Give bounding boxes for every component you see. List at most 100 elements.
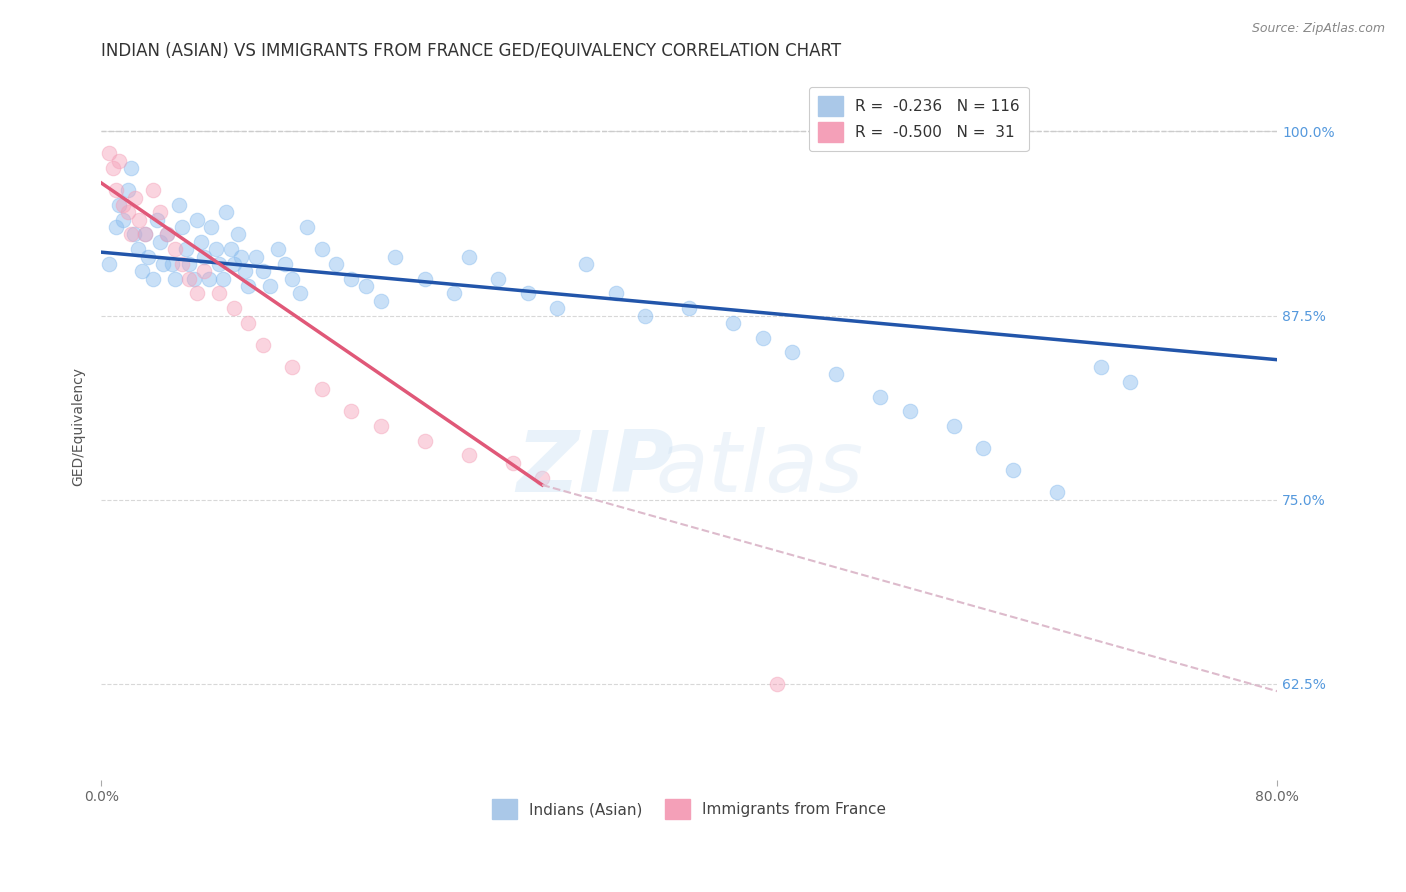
Point (443, 286, 465, 301)
Point (186, 286, 208, 301)
Point (354, 279, 377, 293)
Point (384, 250, 406, 264)
Point (370, 293, 392, 308)
Point (259, 279, 281, 293)
Point (266, 242, 288, 256)
Point (766, 677, 789, 691)
Point (413, 434, 436, 448)
Point (222, 257, 245, 271)
Point (972, 441, 994, 455)
Point (825, 368, 848, 382)
Point (212, 271, 235, 285)
Point (149, 235, 172, 249)
Point (634, 309, 657, 323)
Point (208, 286, 231, 301)
Point (311, 242, 333, 256)
Point (942, 419, 965, 434)
Point (108, 198, 131, 212)
Text: Source: ZipAtlas.com: Source: ZipAtlas.com (1251, 22, 1385, 36)
Point (112, 198, 135, 212)
Point (252, 264, 274, 278)
Text: INDIAN (ASIAN) VS IMMIGRANTS FROM FRANCE GED/EQUIVALENCY CORRELATION CHART: INDIAN (ASIAN) VS IMMIGRANTS FROM FRANCE… (101, 42, 841, 60)
Point (325, 257, 347, 271)
Point (869, 390, 891, 404)
Point (200, 220, 222, 235)
Point (413, 271, 436, 285)
Point (193, 264, 215, 278)
Point (502, 456, 524, 470)
Point (136, 250, 159, 264)
Y-axis label: GED/Equivalency: GED/Equivalency (72, 367, 86, 485)
Point (170, 257, 193, 271)
Point (229, 250, 252, 264)
Point (134, 227, 156, 242)
Point (238, 279, 260, 293)
Point (215, 205, 238, 219)
Point (486, 271, 509, 285)
Point (101, 161, 124, 176)
Point (1001, 463, 1024, 477)
Point (233, 264, 256, 278)
Point (149, 205, 172, 219)
Point (1046, 485, 1069, 500)
Point (97, 146, 120, 161)
Point (457, 250, 479, 264)
Point (370, 419, 392, 434)
Point (117, 205, 139, 219)
Point (281, 360, 304, 375)
Point (112, 212, 135, 227)
Point (219, 242, 242, 256)
Point (780, 345, 803, 359)
Point (197, 271, 219, 285)
Point (190, 235, 212, 249)
Point (457, 449, 479, 463)
Point (179, 271, 201, 285)
Text: atlas: atlas (655, 427, 863, 510)
Point (340, 271, 363, 285)
Point (131, 264, 153, 278)
Point (108, 153, 131, 168)
Point (723, 316, 745, 330)
Point (156, 227, 179, 242)
Point (245, 250, 267, 264)
Point (176, 242, 198, 256)
Point (183, 271, 205, 285)
Point (281, 271, 304, 285)
Point (575, 257, 598, 271)
Point (160, 257, 183, 271)
Point (274, 257, 297, 271)
Point (97, 257, 120, 271)
Point (186, 212, 208, 227)
Point (1090, 360, 1112, 375)
Point (898, 404, 921, 418)
Point (134, 227, 156, 242)
Point (167, 198, 190, 212)
Point (546, 301, 568, 315)
Point (205, 242, 228, 256)
Text: ZIP: ZIP (516, 427, 673, 510)
Point (295, 220, 318, 235)
Point (340, 404, 363, 418)
Point (193, 250, 215, 264)
Point (605, 286, 627, 301)
Point (163, 242, 186, 256)
Point (156, 227, 179, 242)
Point (146, 212, 169, 227)
Point (120, 227, 142, 242)
Point (127, 242, 149, 256)
Point (311, 382, 333, 396)
Point (208, 257, 231, 271)
Point (117, 183, 139, 197)
Point (128, 212, 150, 227)
Point (152, 257, 174, 271)
Point (163, 271, 186, 285)
Point (104, 220, 127, 235)
Point (179, 257, 201, 271)
Point (252, 338, 274, 352)
Point (142, 183, 165, 197)
Point (226, 227, 249, 242)
Point (170, 220, 193, 235)
Legend: Indians (Asian), Immigrants from France: Indians (Asian), Immigrants from France (486, 793, 893, 825)
Point (122, 227, 145, 242)
Point (120, 161, 142, 176)
